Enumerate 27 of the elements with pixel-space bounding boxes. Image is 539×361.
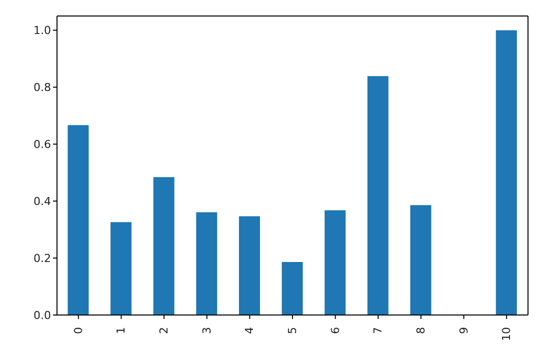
bar (68, 125, 89, 315)
x-tick-label: 0 (72, 327, 85, 334)
bar (110, 222, 132, 315)
x-tick-label: 2 (158, 327, 171, 334)
bar (238, 216, 260, 315)
bar (324, 210, 346, 315)
y-tick-label: 0.4 (34, 195, 51, 208)
y-tick-label: 0.2 (34, 252, 51, 265)
x-tick-label: 9 (457, 327, 470, 334)
x-tick-label: 10 (500, 327, 514, 341)
x-tick-label: 3 (200, 327, 214, 334)
x-tick-label: 6 (328, 327, 342, 334)
y-tick-label: 0.8 (34, 81, 51, 94)
x-tick-label: 5 (286, 327, 299, 334)
bar (496, 30, 517, 315)
bar (367, 76, 388, 315)
y-tick-label: 0.6 (34, 138, 51, 152)
bar (196, 212, 218, 315)
bar (153, 177, 174, 315)
x-tick-label: 1 (114, 327, 128, 334)
x-tick-label: 4 (243, 327, 256, 334)
x-tick-label: 8 (414, 327, 428, 334)
y-tick-label: 0.0 (34, 308, 51, 322)
x-tick-label: 7 (372, 327, 385, 334)
bar (282, 262, 303, 315)
y-tick-label: 1.0 (34, 24, 51, 38)
bar (410, 205, 432, 315)
